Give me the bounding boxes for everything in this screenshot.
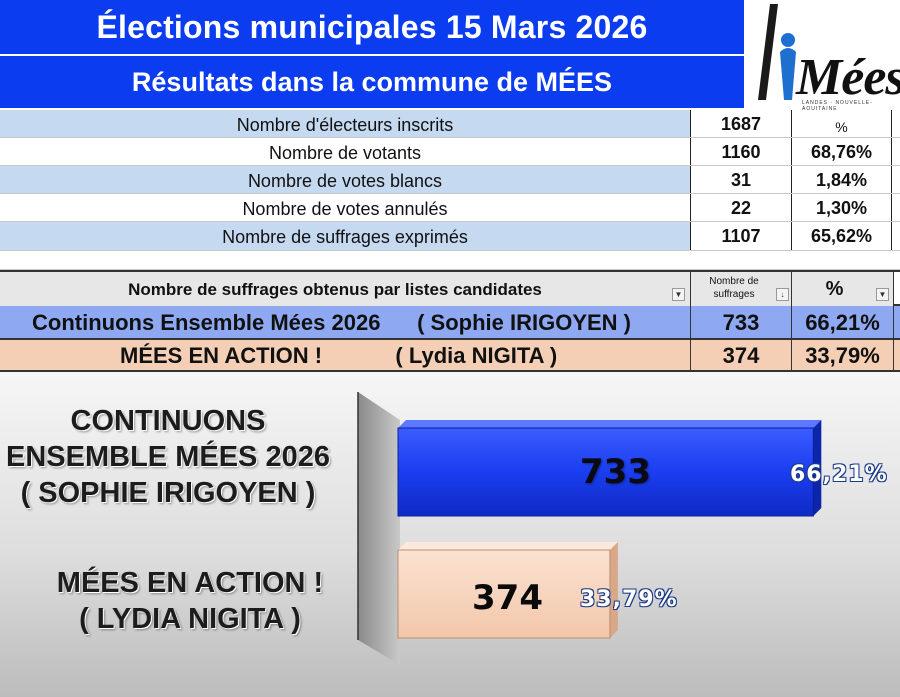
stats-row-inscrits: Nombre d'électeurs inscrits 1687 %: [0, 110, 900, 138]
stats-percent: %: [792, 110, 892, 137]
stats-percent: 65,62%: [792, 222, 892, 250]
logo-wordmark: Mées: [796, 49, 900, 106]
stats-value: 31: [690, 166, 792, 193]
filter-dropdown-icon[interactable]: ▼: [672, 288, 685, 301]
stats-percent: 1,30%: [792, 194, 892, 221]
candidate-label: MÉES EN ACTION ! ( Lydia NIGITA ): [0, 340, 690, 370]
category-line: ( SOPHIE IRIGOYEN ): [20, 477, 316, 509]
category-label-1: CONTINUONS ENSEMBLE MÉES 2026 ( SOPHIE I…: [0, 403, 336, 511]
chart-wall: [358, 392, 400, 665]
bar: [397, 427, 814, 517]
page-subtitle: Résultats dans la commune de MÉES: [131, 67, 613, 97]
town-logo: Mées LANDES · NOUVELLE-AQUITAINE: [744, 0, 900, 110]
category-line: ENSEMBLE MÉES 2026: [6, 441, 330, 473]
candidate-votes: 733: [690, 306, 792, 338]
bar-value-label: 733: [580, 452, 651, 492]
title-divider: [0, 54, 744, 56]
stats-label: Nombre d'électeurs inscrits: [0, 110, 690, 137]
stats-percent: 68,76%: [792, 138, 892, 165]
stats-label: Nombre de votes blancs: [0, 166, 690, 193]
stats-label: Nombre de votes annulés: [0, 194, 690, 221]
candidate-percent: 66,21%: [792, 306, 894, 338]
header-banner: Élections municipales 15 Mars 2026 Résul…: [0, 0, 744, 108]
bar-percent-label: 33,79%: [580, 587, 678, 612]
bar-percent-label: 66,21%: [790, 462, 888, 487]
candidate-label: Continuons Ensemble Mées 2026 ( Sophie I…: [0, 306, 690, 338]
filter-dropdown-icon[interactable]: ▼: [876, 288, 889, 301]
stats-label: Nombre de votants: [0, 138, 690, 165]
stats-percent: 1,84%: [792, 166, 892, 193]
logo-figure-icon: [758, 4, 796, 100]
candidates-header-label: Nombre de suffrages obtenus par listes c…: [0, 272, 690, 306]
category-label-2: MÉES EN ACTION ! ( LYDIA NIGITA ): [40, 565, 340, 637]
bar-value-label: 374: [472, 578, 543, 618]
bar-top-face: [398, 542, 618, 550]
category-line: CONTINUONS: [70, 405, 266, 437]
candidate-row: Continuons Ensemble Mées 2026 ( Sophie I…: [0, 306, 900, 340]
candidates-header-value: Nombre de suffrages: [690, 272, 792, 306]
bar-side-face: [813, 420, 822, 516]
stats-row-votants: Nombre de votants 1160 68,76%: [0, 138, 900, 166]
candidate-votes: 374: [690, 340, 792, 370]
stats-row-blancs: Nombre de votes blancs 31 1,84%: [0, 166, 900, 194]
candidate-row: MÉES EN ACTION ! ( Lydia NIGITA ) 374 33…: [0, 340, 900, 372]
header-value-line1: Nombre de: [709, 276, 759, 287]
stats-row-annules: Nombre de votes annulés 22 1,30%: [0, 194, 900, 222]
stats-value: 1160: [690, 138, 792, 165]
bar-side-face: [609, 542, 618, 638]
stats-value: 1107: [690, 222, 792, 250]
category-line: MÉES EN ACTION !: [56, 567, 324, 599]
candidates-header-row: Nombre de suffrages obtenus par listes c…: [0, 270, 900, 306]
page-title: Élections municipales 15 Mars 2026: [96, 9, 648, 45]
stats-row-exprimes: Nombre de suffrages exprimés 1107 65,62%: [0, 222, 900, 251]
table-spacer: [0, 251, 900, 270]
bar-top-face: [398, 420, 822, 428]
bar: [397, 549, 611, 639]
logo-tagline: LANDES · NOUVELLE-AQUITAINE: [802, 100, 873, 110]
stats-value: 22: [690, 194, 792, 221]
sort-descending-icon[interactable]: ↓: [776, 288, 789, 301]
candidate-percent: 33,79%: [792, 340, 894, 370]
header-value-line2: suffrages: [713, 289, 755, 300]
stats-value: 1687: [690, 110, 792, 137]
category-line: ( LYDIA NIGITA ): [79, 603, 301, 635]
stats-label: Nombre de suffrages exprimés: [0, 222, 690, 250]
